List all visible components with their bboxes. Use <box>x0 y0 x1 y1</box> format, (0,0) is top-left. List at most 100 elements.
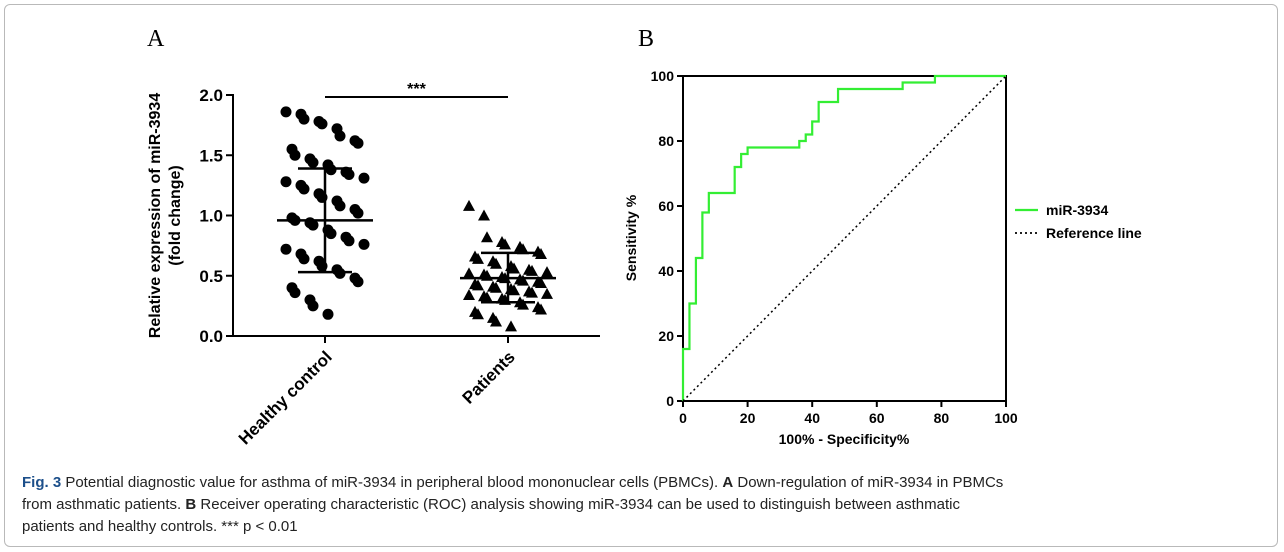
data-point <box>499 238 511 250</box>
data-point <box>307 219 319 231</box>
data-point <box>517 243 529 255</box>
data-point <box>289 287 301 299</box>
data-point <box>322 308 334 320</box>
panel-b-x-tick-label: 20 <box>740 410 756 426</box>
data-point <box>334 200 346 212</box>
panel-a: A Relative expression of miR-3934 (fold c… <box>147 26 600 448</box>
caption-text: Down-regulation of miR-3934 in PBMCs <box>733 474 1004 491</box>
panel-a-y-axis-label: Relative expression of miR-3934 (fold cha… <box>147 93 184 339</box>
data-point <box>481 291 493 303</box>
caption-line-1: Fig. 3 Potential diagnostic value for as… <box>22 472 1267 494</box>
caption-line-2: from asthmatic patients. B Receiver oper… <box>22 494 1267 516</box>
panel-b-legend: miR-3934 Reference line <box>1015 202 1142 241</box>
reference-line <box>682 75 1007 402</box>
panel-b-y-tick-label: 20 <box>658 328 674 344</box>
figure-frame <box>4 4 1278 547</box>
caption-panel-ref-b: B <box>185 496 197 513</box>
caption-text: patients and healthy controls. *** p < 0… <box>22 518 298 535</box>
caption-text: from asthmatic patients. <box>22 496 186 513</box>
panel-a-y-tick-label: 0.0 <box>199 327 223 346</box>
data-point <box>481 231 493 243</box>
data-point <box>280 106 292 118</box>
data-point <box>298 183 310 195</box>
data-point <box>343 235 355 247</box>
panel-a-y-ticks: 0.0 0.5 1.0 1.5 2.0 <box>199 86 233 346</box>
data-point <box>307 300 319 312</box>
panel-b-y-tick-label: 60 <box>658 198 674 214</box>
data-point <box>358 172 370 184</box>
data-point <box>298 113 310 125</box>
panel-b-y-tick-label: 100 <box>651 68 675 84</box>
panel-b-y-tick-label: 40 <box>658 263 674 279</box>
panel-b-x-tick-label: 40 <box>804 410 820 426</box>
data-point <box>316 118 328 130</box>
panel-b-y-tick-label: 0 <box>666 393 674 409</box>
data-point <box>352 276 364 288</box>
data-point <box>541 266 553 278</box>
data-point <box>463 289 475 301</box>
panel-b-letter: B <box>638 26 654 52</box>
data-point <box>472 252 484 264</box>
figure-charts: A Relative expression of miR-3934 (fold c… <box>147 26 1142 448</box>
caption-figure-label: Fig. 3 <box>22 474 62 491</box>
panel-b-x-tick-label: 60 <box>869 410 885 426</box>
data-point <box>463 267 475 279</box>
panel-a-y-tick-label: 1.5 <box>199 146 223 165</box>
data-point <box>535 276 547 288</box>
panel-a-y-tick-label: 2.0 <box>199 86 223 105</box>
legend-label: miR-3934 <box>1046 202 1108 218</box>
data-point <box>517 274 529 286</box>
panel-a-x-ticks: Healthy control Patients <box>235 336 519 448</box>
data-point <box>343 169 355 181</box>
data-point <box>325 228 337 240</box>
panel-a-x-tick-label: Healthy control <box>235 347 336 448</box>
data-point <box>472 308 484 320</box>
panel-a-points <box>280 106 553 332</box>
panel-a-y-tick-label: 0.5 <box>199 267 223 286</box>
data-point <box>307 156 319 168</box>
data-point <box>526 286 538 298</box>
data-point <box>541 287 553 299</box>
roc-curve-line <box>681 74 1006 401</box>
panel-b-axes <box>682 75 1007 402</box>
data-point <box>508 262 520 274</box>
data-point <box>472 279 484 291</box>
data-point <box>358 238 370 250</box>
data-point <box>535 248 547 260</box>
data-point <box>526 264 538 276</box>
panel-b-x-tick-label: 100 <box>994 410 1018 426</box>
data-point <box>352 207 364 219</box>
data-point <box>490 315 502 327</box>
data-point <box>505 320 517 332</box>
panel-b-y-axis-label: Sensitivity % <box>623 194 639 281</box>
caption-text: Receiver operating characteristic (ROC) … <box>196 496 960 513</box>
data-point <box>334 130 346 142</box>
data-point <box>280 243 292 255</box>
panel-b-plot-frame <box>682 75 1007 402</box>
data-point <box>298 253 310 265</box>
panel-b-x-ticks: 0 20 40 60 80 100 <box>679 401 1018 426</box>
panel-a-error-bars <box>277 167 556 304</box>
caption-text: Potential diagnostic value for asthma of… <box>61 474 723 491</box>
panel-a-y-axis-label: Relative expression of miR-3934 (fold cha… <box>147 93 184 339</box>
panel-b-x-tick-label: 80 <box>934 410 950 426</box>
panel-a-significance: *** <box>325 81 508 98</box>
panel-b-y-ticks: 0 20 40 60 80 100 <box>651 68 683 409</box>
panel-b: B 0 20 40 60 80 100 0 20 40 60 80 100 100% - Speci… <box>623 26 1142 447</box>
caption-panel-ref-a: A <box>722 474 734 491</box>
data-point <box>490 257 502 269</box>
data-point <box>463 199 475 211</box>
panel-b-x-axis-label: 100% - Specificity% <box>779 431 910 447</box>
caption-line-3: patients and healthy controls. *** p < 0… <box>22 516 1267 538</box>
legend-label: Reference line <box>1046 225 1142 241</box>
data-point <box>508 284 520 296</box>
panel-b-x-tick-label: 0 <box>679 410 687 426</box>
data-point <box>280 176 292 188</box>
significance-label: *** <box>407 81 426 98</box>
figure-caption: Fig. 3 Potential diagnostic value for as… <box>22 472 1267 538</box>
panel-a-letter: A <box>147 26 165 52</box>
data-point <box>517 298 529 310</box>
data-point <box>478 209 490 221</box>
data-point <box>289 149 301 161</box>
panel-b-y-tick-label: 80 <box>658 133 674 149</box>
